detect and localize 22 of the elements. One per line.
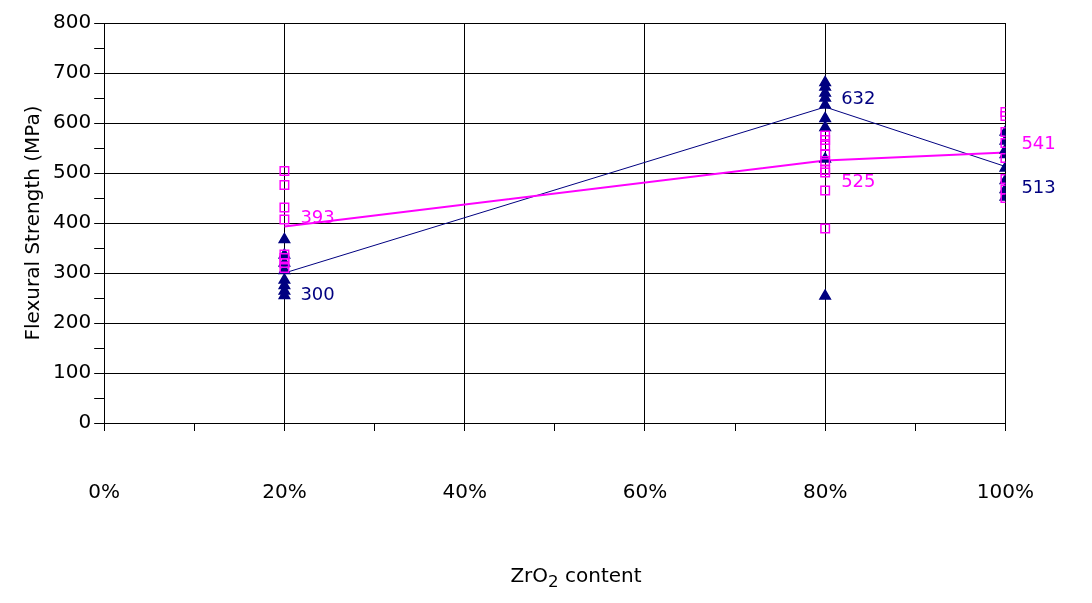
x-tick-label: 20% xyxy=(262,479,307,504)
x-axis-title: ZrO$_{2}$ content xyxy=(509,563,643,591)
data-label: 632 xyxy=(841,86,876,108)
data-label: 513 xyxy=(1021,176,1056,198)
y-tick-label: 0 xyxy=(78,409,92,434)
x-tick-label: 0% xyxy=(88,479,121,504)
y-tick-label: 600 xyxy=(52,109,92,134)
y-tick-label: 800 xyxy=(52,9,92,34)
x-tick-label: 40% xyxy=(442,479,487,504)
y-tick-label: 200 xyxy=(52,309,92,334)
y-tick-label: 700 xyxy=(52,59,92,84)
y-tick-label: 300 xyxy=(52,259,92,284)
y-axis-title: Flexural Strength (MPa) xyxy=(20,105,45,341)
data-label: 300 xyxy=(300,282,335,304)
data-label: 541 xyxy=(1021,132,1056,154)
y-tick-label: 100 xyxy=(52,359,92,384)
y-tick-label: 500 xyxy=(52,159,92,184)
x-tick-label: 80% xyxy=(802,479,848,504)
y-tick-label: 400 xyxy=(52,209,92,234)
x-tick-label: 100% xyxy=(976,479,1034,504)
data-label: 525 xyxy=(841,170,876,192)
x-tick-label: 60% xyxy=(622,479,668,504)
